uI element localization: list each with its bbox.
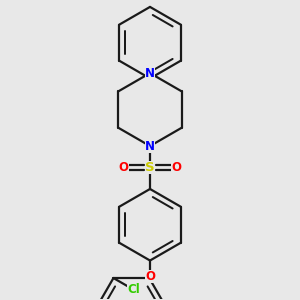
Text: N: N bbox=[145, 140, 155, 152]
Text: O: O bbox=[145, 270, 155, 283]
Text: N: N bbox=[145, 67, 155, 80]
Text: S: S bbox=[145, 161, 155, 174]
Text: O: O bbox=[118, 161, 129, 174]
Text: O: O bbox=[171, 161, 182, 174]
Text: Cl: Cl bbox=[127, 283, 140, 296]
